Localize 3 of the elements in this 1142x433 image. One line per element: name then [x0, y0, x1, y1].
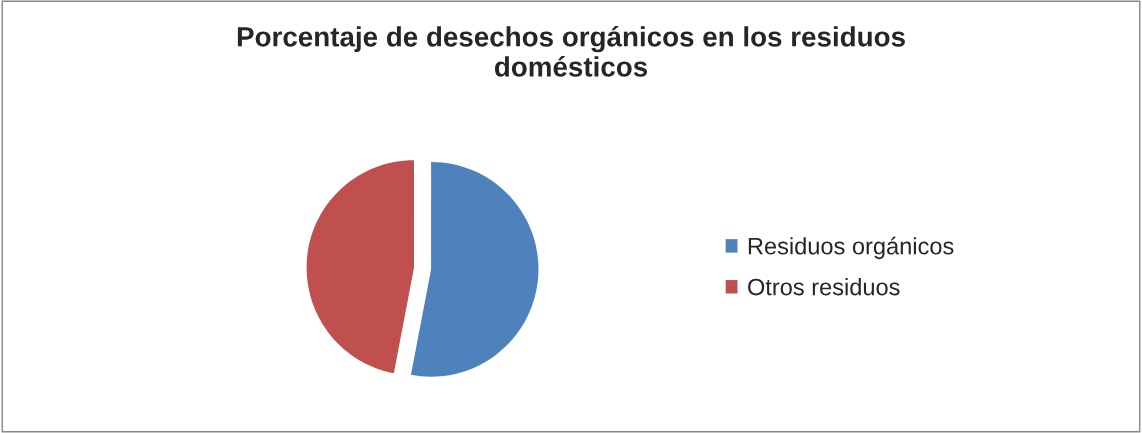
chart-title: Porcentaje de desechos orgánicos en los residuos domésticos	[237, 25, 905, 77]
legend-label: Residuos orgánicos	[748, 236, 954, 260]
legend-label: Otros residuos	[748, 278, 900, 296]
